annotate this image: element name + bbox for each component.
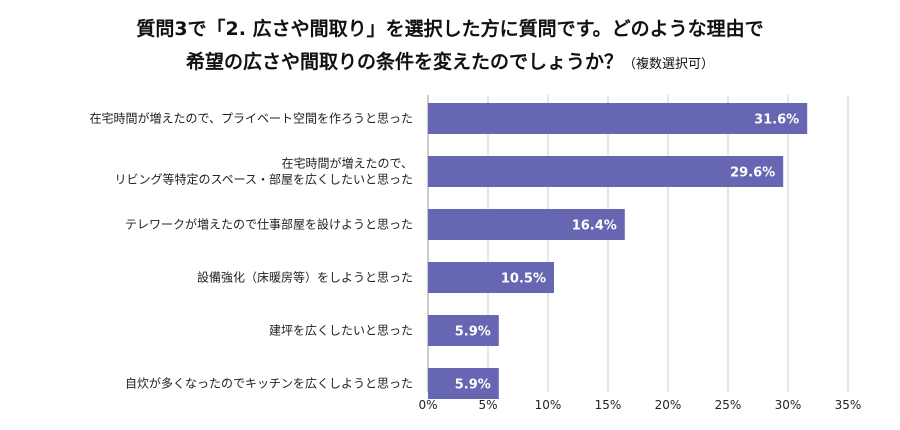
bar bbox=[428, 103, 808, 134]
chart-title-note: （複数選択可） bbox=[623, 57, 715, 72]
category-label: 建坪を広くしたいと思った bbox=[269, 324, 413, 338]
category-label: 自炊が多くなったのでキッチンを広くしようと思った bbox=[125, 376, 413, 391]
x-tick-label: 20% bbox=[655, 398, 682, 412]
category-labels: 在宅時間が増えたので、プライベート空間を作ろうと思った在宅時間が増えたので、リビ… bbox=[89, 111, 413, 391]
x-axis-ticks: 0% 5% 10% 15% 20% 25% 30% 35% bbox=[418, 398, 861, 412]
category-label-line: 設備強化（床暖房等）をしようと思った bbox=[197, 270, 413, 285]
category-label: 設備強化（床暖房等）をしようと思った bbox=[197, 270, 413, 285]
x-tick-label: 30% bbox=[775, 398, 802, 412]
data-label: 5.9% bbox=[455, 378, 491, 393]
data-label: 10.5% bbox=[501, 272, 546, 287]
category-label-line: 在宅時間が増えたので、 bbox=[281, 156, 413, 171]
x-tick-label: 25% bbox=[715, 398, 742, 412]
bar bbox=[428, 368, 499, 399]
category-label: テレワークが増えたので仕事部屋を設けようと思った bbox=[125, 217, 413, 232]
category-label-line: リビング等特定のスペース・部屋を広くしたいと思った bbox=[114, 172, 413, 187]
data-label: 16.4% bbox=[572, 219, 617, 234]
bar bbox=[428, 209, 625, 240]
bars: 31.6% 29.6% 16.4% 10.5% 5.9% 5.9% bbox=[428, 103, 808, 399]
category-label: 在宅時間が増えたので、リビング等特定のスペース・部屋を広くしたいと思った bbox=[114, 156, 413, 187]
category-label: 在宅時間が増えたので、プライベート空間を作ろうと思った bbox=[89, 111, 413, 126]
chart-title-line2: 希望の広さや間取りの条件を変えたのでしょうか？（複数選択可） bbox=[0, 47, 900, 74]
category-label-line: 在宅時間が増えたので、プライベート空間を作ろうと思った bbox=[89, 111, 413, 126]
bar bbox=[428, 262, 554, 293]
chart-title-main: 希望の広さや間取りの条件を変えたのでしょうか？ bbox=[185, 51, 623, 73]
category-label-line: 建坪を広くしたいと思った bbox=[269, 324, 413, 338]
x-tick-label: 15% bbox=[595, 398, 622, 412]
chart-title-line1: 質問3で「2. 広さや間取り」を選択した方に質問です。どのような理由で bbox=[136, 18, 764, 40]
x-tick-label: 10% bbox=[535, 398, 562, 412]
data-label: 31.6% bbox=[754, 113, 799, 128]
category-label-line: テレワークが増えたので仕事部屋を設けようと思った bbox=[125, 217, 413, 232]
data-label: 5.9% bbox=[455, 325, 491, 340]
bar bbox=[428, 156, 784, 187]
category-label-line: 自炊が多くなったのでキッチンを広くしようと思った bbox=[125, 376, 413, 391]
x-tick-label: 35% bbox=[835, 398, 862, 412]
data-label: 29.6% bbox=[730, 166, 775, 181]
grid-lines bbox=[427, 95, 849, 392]
x-tick-label: 0% bbox=[418, 398, 437, 412]
bar bbox=[428, 315, 499, 346]
x-tick-label: 5% bbox=[478, 398, 497, 412]
